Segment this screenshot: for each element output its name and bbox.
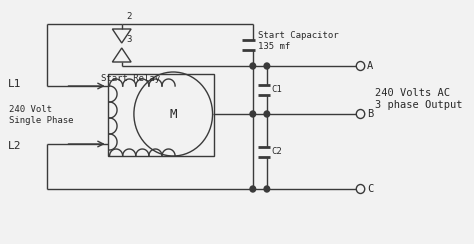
Circle shape: [264, 186, 270, 192]
Text: 3: 3: [127, 35, 132, 44]
Text: 240 Volt
Single Phase: 240 Volt Single Phase: [9, 105, 74, 125]
Text: L1: L1: [8, 79, 21, 89]
Circle shape: [250, 111, 255, 117]
Text: 2: 2: [127, 12, 132, 21]
Circle shape: [264, 111, 270, 117]
Text: M: M: [170, 108, 177, 121]
Text: B: B: [367, 109, 374, 119]
Text: C: C: [367, 184, 374, 194]
Text: A: A: [367, 61, 374, 71]
Circle shape: [250, 63, 255, 69]
Text: L2: L2: [8, 141, 21, 151]
Circle shape: [250, 186, 255, 192]
Text: Start Capacitor
135 mf: Start Capacitor 135 mf: [257, 31, 338, 51]
Text: C2: C2: [272, 147, 283, 156]
Circle shape: [264, 63, 270, 69]
Text: C1: C1: [272, 85, 283, 94]
Text: 240 Volts AC
3 phase Output: 240 Volts AC 3 phase Output: [374, 88, 462, 110]
Text: Start Relay: Start Relay: [101, 74, 160, 83]
